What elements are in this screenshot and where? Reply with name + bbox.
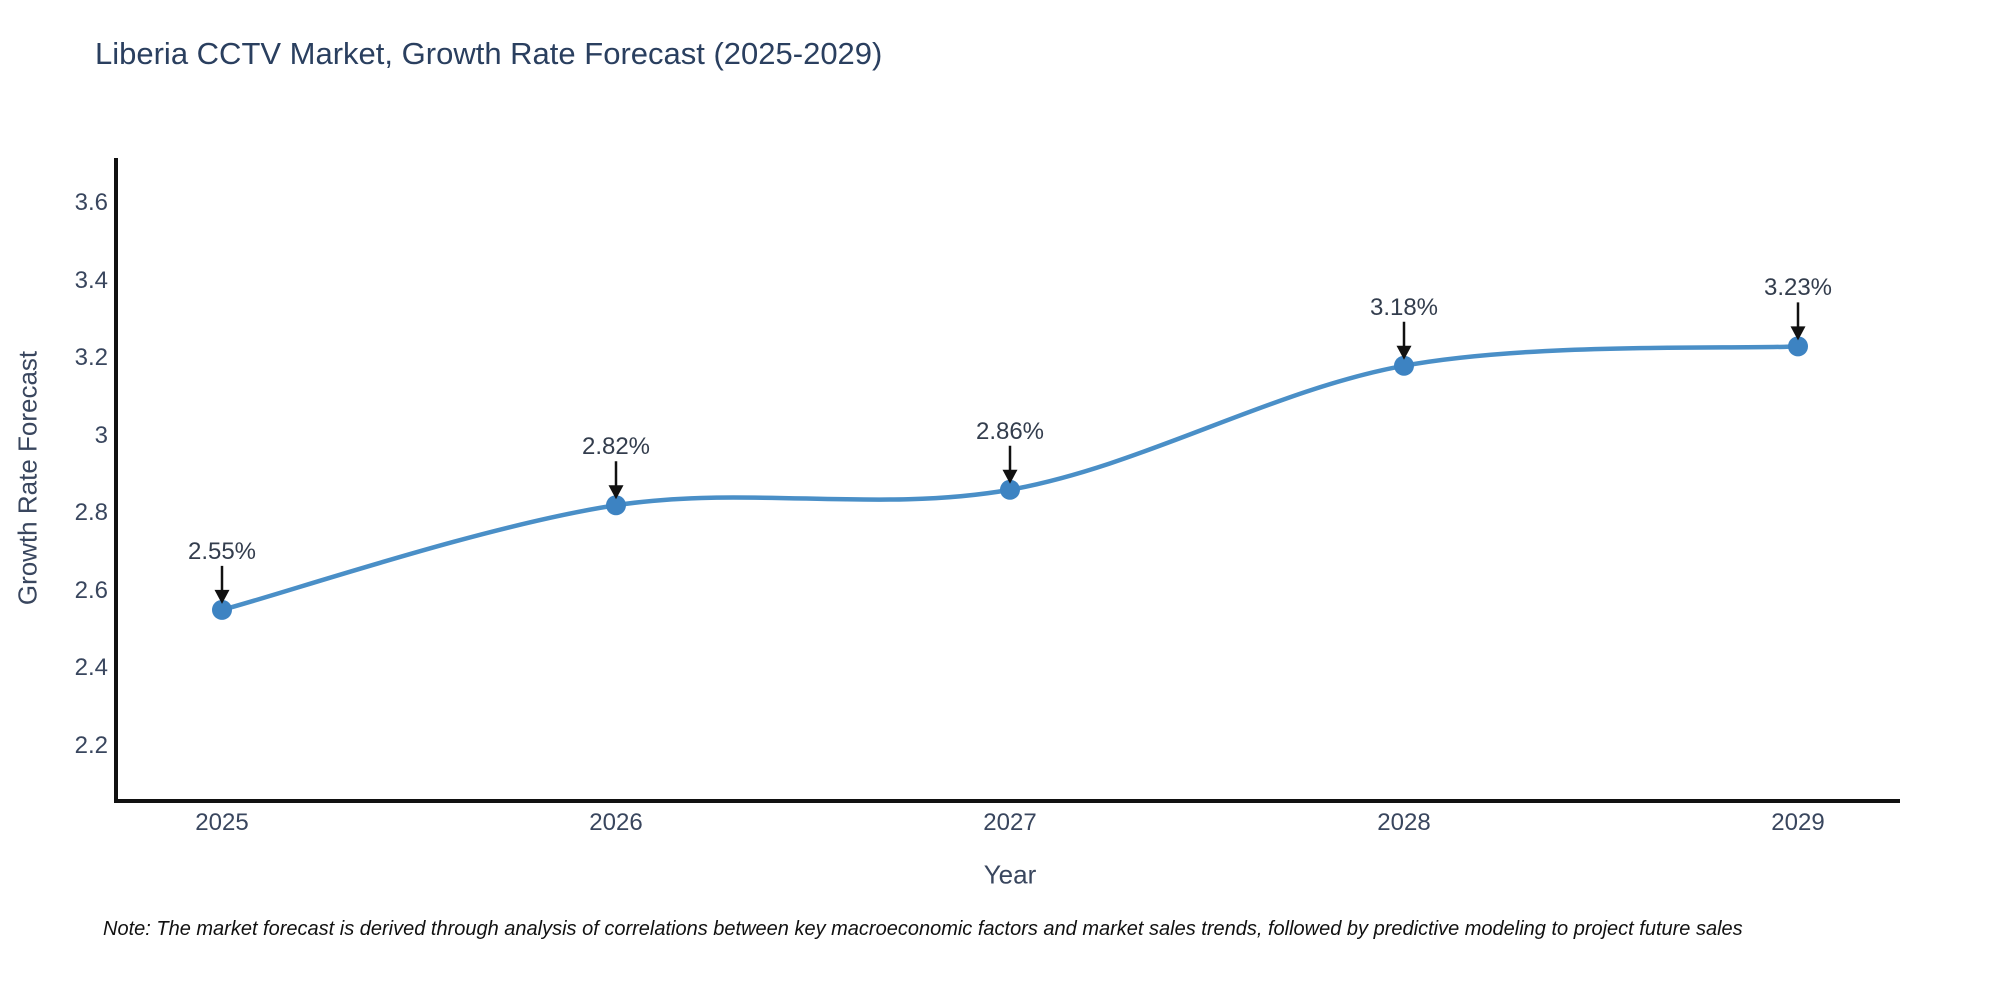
point-annotation: 2.82% — [581, 433, 651, 461]
y-tick-label: 3.4 — [74, 266, 108, 294]
y-tick-label: 2.6 — [74, 576, 108, 604]
point-annotation: 2.86% — [975, 417, 1045, 445]
data-point-marker — [1788, 336, 1808, 357]
y-tick-label: 2.8 — [74, 499, 108, 526]
x-tick-label: 2025 — [195, 809, 249, 836]
data-point-marker — [1000, 479, 1020, 500]
annotation-arrow-head — [608, 485, 624, 500]
x-axis-title: Year — [983, 859, 1037, 890]
annotation-arrow-head — [214, 589, 230, 604]
y-tick-label: 2.2 — [74, 731, 108, 759]
annotation-arrow-head — [1790, 326, 1806, 341]
y-tick-label: 3 — [94, 421, 108, 449]
x-tick-label: 2027 — [983, 809, 1037, 836]
point-annotation: 2.55% — [187, 537, 257, 565]
footnote: Note: The market forecast is derived thr… — [103, 918, 1743, 940]
y-tick-label: 3.6 — [74, 189, 108, 216]
y-tick-label: 3.2 — [74, 344, 108, 371]
annotation-arrow-head — [1002, 469, 1018, 484]
point-annotation: 3.23% — [1763, 274, 1833, 302]
annotation-arrow-head — [1396, 345, 1412, 360]
data-point-marker — [212, 599, 232, 620]
x-tick-label: 2026 — [589, 809, 643, 836]
data-point-marker — [606, 495, 626, 516]
chart-title: Liberia CCTV Market, Growth Rate Forecas… — [95, 36, 883, 71]
y-tick-label: 2.4 — [74, 654, 108, 681]
x-tick-label: 2029 — [1771, 809, 1825, 836]
data-point-marker — [1394, 355, 1414, 376]
point-annotation: 3.18% — [1369, 293, 1439, 321]
x-tick-label: 2028 — [1377, 809, 1431, 836]
